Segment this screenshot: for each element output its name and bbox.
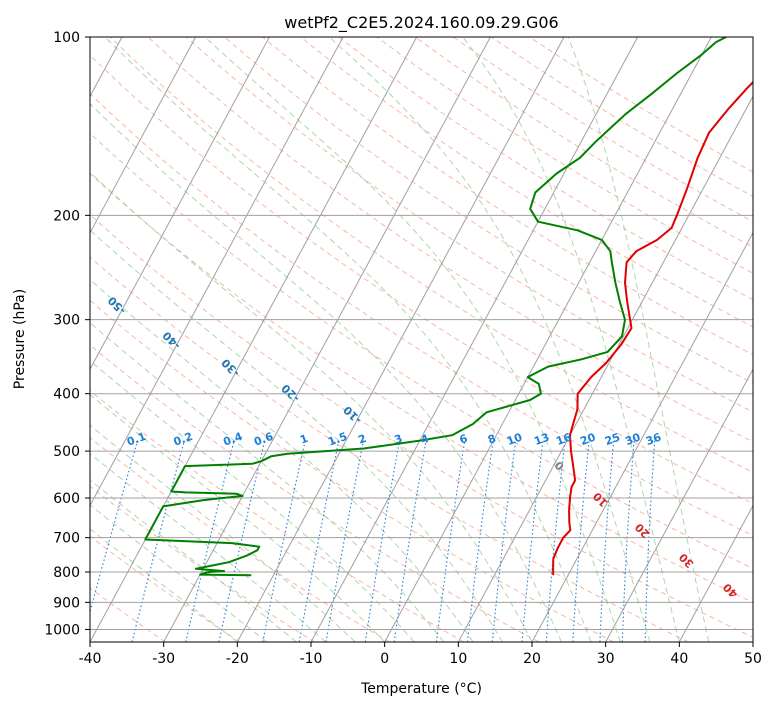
chart-title: wetPf2_C2E5.2024.160.09.29.G06 xyxy=(284,13,558,33)
y-tick-label: 600 xyxy=(53,491,80,507)
y-tick-label: 900 xyxy=(53,595,80,611)
y-tick-label: 800 xyxy=(53,565,80,581)
y-tick-label: 700 xyxy=(53,531,80,547)
x-tick-label: 50 xyxy=(744,651,762,667)
y-tick-label: 400 xyxy=(53,387,80,403)
x-tick-label: 20 xyxy=(523,651,541,667)
x-tick-label: 10 xyxy=(449,651,467,667)
x-tick-label: 0 xyxy=(380,651,389,667)
y-tick-label: 1000 xyxy=(44,622,80,638)
x-tick-label: -10 xyxy=(300,651,323,667)
x-tick-label: -20 xyxy=(226,651,249,667)
y-axis-label: Pressure (hPa) xyxy=(12,289,28,389)
x-tick-label: 30 xyxy=(597,651,615,667)
x-tick-label: -40 xyxy=(79,651,102,667)
y-tick-label: 200 xyxy=(53,208,80,224)
y-tick-label: 500 xyxy=(53,444,80,460)
y-tick-label: 100 xyxy=(53,30,80,46)
x-axis-label: Temperature (°C) xyxy=(360,681,482,697)
x-tick-label: 40 xyxy=(670,651,688,667)
y-tick-label: 300 xyxy=(53,313,80,329)
x-tick-label: -30 xyxy=(152,651,175,667)
